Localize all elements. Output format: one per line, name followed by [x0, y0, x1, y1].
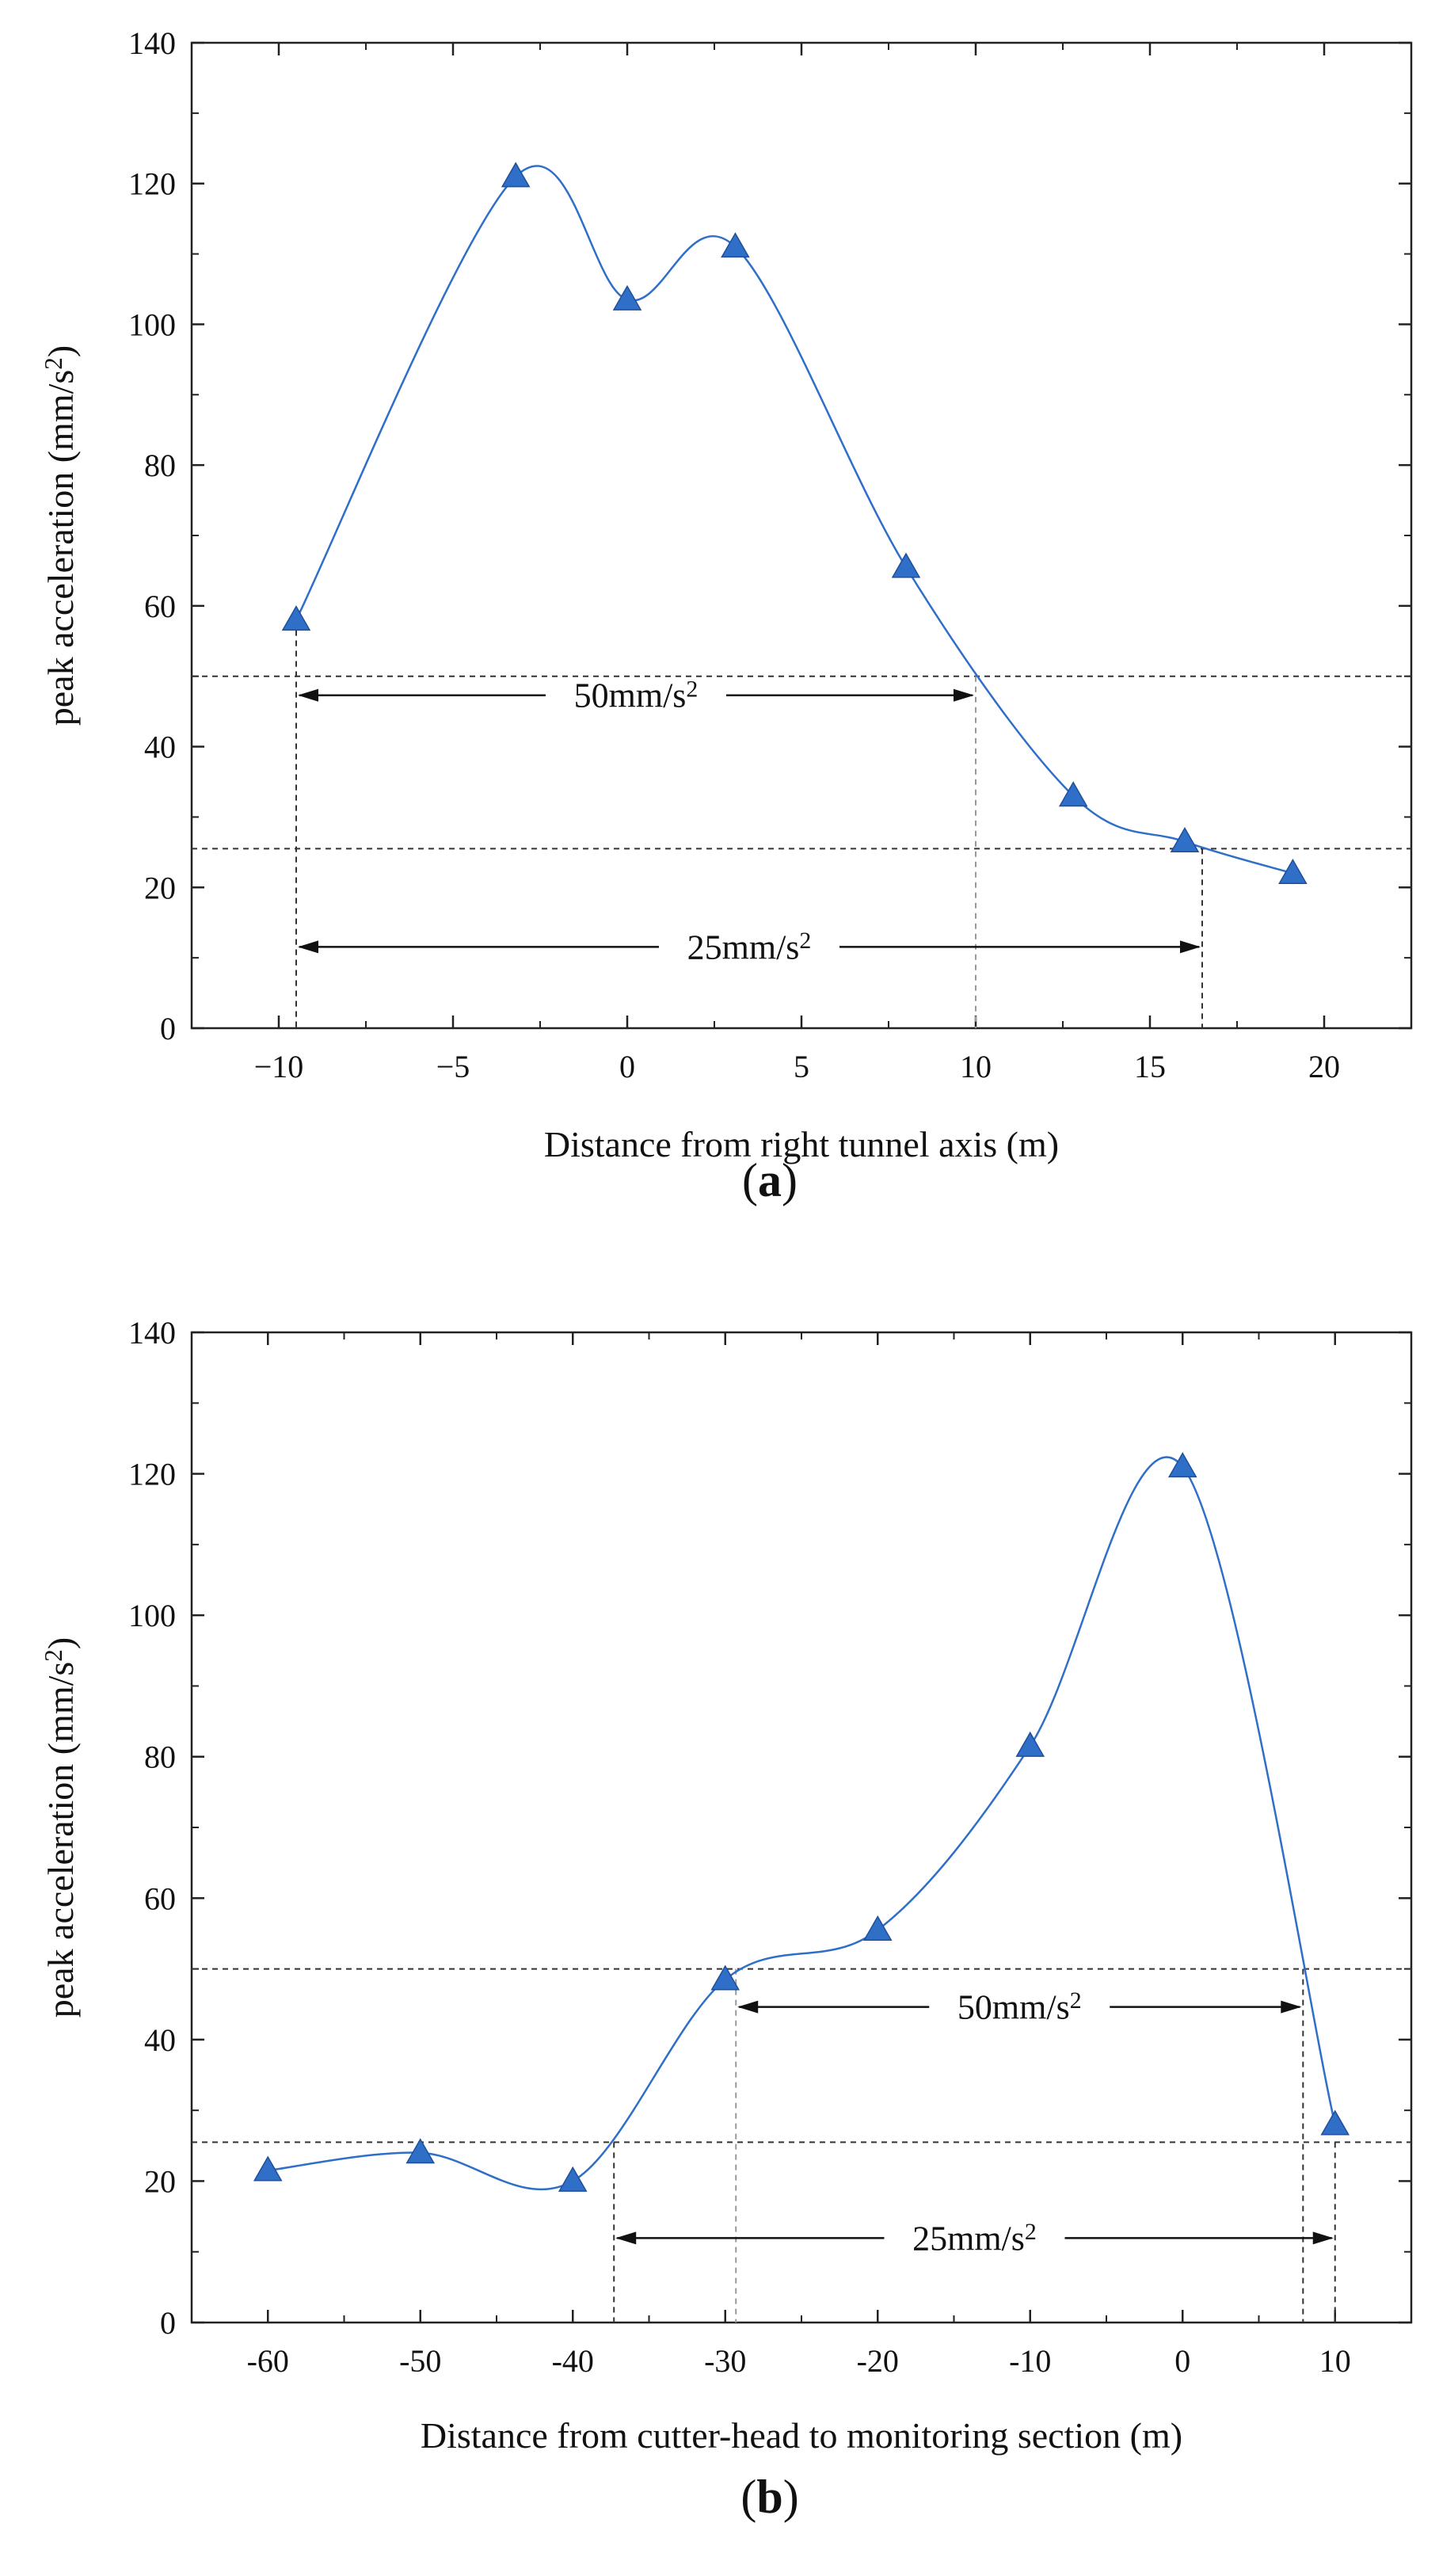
b-y-axis-title-sup: 2 [40, 1649, 67, 1662]
a-ytick-label: 0 [160, 1011, 176, 1046]
a-ytick-label: 120 [128, 166, 176, 202]
a-x-axis-title: Distance from right tunnel axis (m) [544, 1124, 1059, 1164]
b-y-axis-title: peak acceleration (mm/s2) [40, 1637, 81, 2018]
b-threshold-label-0-sup: 2 [1070, 1987, 1082, 2014]
b-ytick-label: 60 [144, 1881, 176, 1916]
b-arrowhead-right-1 [1312, 2231, 1334, 2245]
b-ytick-label: 120 [128, 1457, 176, 1492]
b-arrowhead-left-0 [737, 2000, 759, 2014]
b-series-line [268, 1456, 1336, 2191]
b-ytick-label: 0 [160, 2305, 176, 2341]
a-data-point [721, 232, 750, 258]
a-threshold-label-1-main: 25mm/s [687, 928, 800, 966]
a-y-axis-title-tail: ) [40, 345, 81, 357]
a-threshold-label-1: 25mm/s2 [687, 928, 812, 966]
b-data-point [405, 2138, 436, 2164]
a-data-point [281, 605, 311, 631]
b-xtick-label: 10 [1319, 2343, 1351, 2379]
b-panel-label-letter: b [756, 2471, 782, 2523]
b-xtick-label: -40 [552, 2343, 594, 2379]
b-panel-label: (b) [740, 2471, 798, 2523]
a-xtick-label: −10 [254, 1049, 304, 1084]
a-data-point [891, 552, 921, 578]
a-ytick-label: 60 [144, 589, 176, 624]
b-ytick-label: 40 [144, 2022, 176, 2058]
a-panel-label-letter: a [758, 1154, 782, 1206]
b-ytick-label: 20 [144, 2163, 176, 2199]
a-data-point [1058, 781, 1088, 807]
b-data-point [862, 1915, 893, 1941]
b-threshold-label-0-main: 50mm/s [957, 1988, 1070, 2027]
b-arrowhead-left-1 [615, 2231, 637, 2245]
b-data-point [1015, 1731, 1045, 1757]
b-ytick-label: 80 [144, 1740, 176, 1775]
a-ytick-label: 40 [144, 730, 176, 765]
a-panel-label-open: ( [742, 1154, 758, 1206]
a-threshold-label-0: 50mm/s2 [574, 676, 699, 714]
b-xtick-label: -30 [704, 2343, 746, 2379]
b-panel-label-close: ) [783, 2471, 799, 2523]
a-xtick-label: −5 [436, 1049, 470, 1084]
a-ytick-label: 140 [128, 25, 176, 61]
a-series-line [295, 165, 1293, 875]
b-xtick-label: -20 [857, 2343, 899, 2379]
chart-b: 0 20 40 60 80 100 120 140 -60 -50 -40 -30 -20 -10 0 10 5… [40, 1315, 1413, 2523]
a-plot-frame [190, 41, 1413, 1030]
a-y-axis-title-sup: 2 [40, 357, 67, 370]
a-threshold-label-0-sup: 2 [686, 676, 698, 702]
b-x-axis-title: Distance from cutter-head to monitoring … [421, 2415, 1182, 2456]
b-data-point [558, 2166, 588, 2192]
a-threshold-label-1-sup: 2 [799, 928, 811, 954]
a-data-point [501, 162, 531, 188]
b-threshold-label-1-main: 25mm/s [912, 2219, 1025, 2258]
a-xtick-label: 0 [619, 1049, 635, 1084]
a-threshold-label-0-main: 50mm/s [574, 676, 687, 715]
a-arrowhead-left-1 [298, 940, 318, 954]
a-y-axis-title-main: peak acceleration (mm/s [40, 370, 81, 726]
a-data-point [612, 284, 642, 311]
b-plot-frame [190, 1331, 1413, 2324]
b-data-point [1167, 1452, 1197, 1478]
b-threshold-label-1: 25mm/s2 [912, 2219, 1037, 2258]
a-panel-label-close: ) [782, 1154, 798, 1206]
b-xtick-label: 0 [1174, 2343, 1190, 2379]
b-y-axis-title-tail: ) [40, 1637, 81, 1649]
b-arrowhead-right-0 [1281, 2000, 1302, 2014]
b-xtick-label: -50 [399, 2343, 441, 2379]
b-threshold-label-1-sup: 2 [1025, 2219, 1037, 2245]
a-ytick-label: 100 [128, 307, 176, 342]
a-data-point [1278, 859, 1308, 885]
b-ytick-label: 100 [128, 1598, 176, 1633]
b-data-point [253, 2155, 283, 2182]
a-arrowhead-right-0 [954, 688, 974, 702]
a-xtick-label: 15 [1134, 1049, 1166, 1084]
a-xtick-label: 10 [960, 1049, 992, 1084]
a-xtick-label: 20 [1308, 1049, 1340, 1084]
a-xtick-label: 5 [794, 1049, 809, 1084]
a-arrowhead-left-0 [298, 688, 318, 702]
b-threshold-label-0: 50mm/s2 [957, 1987, 1082, 2026]
b-data-point [710, 1964, 740, 1991]
a-y-axis-title: peak acceleration (mm/s2) [40, 345, 81, 726]
b-xtick-label: -60 [247, 2343, 289, 2379]
a-panel-label: (a) [742, 1154, 798, 1206]
b-xtick-label: -10 [1009, 2343, 1051, 2379]
a-data-point [1170, 827, 1200, 853]
a-ytick-label: 20 [144, 870, 176, 905]
a-ytick-label: 80 [144, 448, 176, 483]
b-data-point [1320, 2109, 1350, 2136]
b-ytick-label: 140 [128, 1315, 176, 1351]
b-y-axis-title-main: peak acceleration (mm/s [40, 1662, 81, 2018]
b-panel-label-open: ( [740, 2471, 756, 2523]
a-arrowhead-right-1 [1180, 940, 1201, 954]
